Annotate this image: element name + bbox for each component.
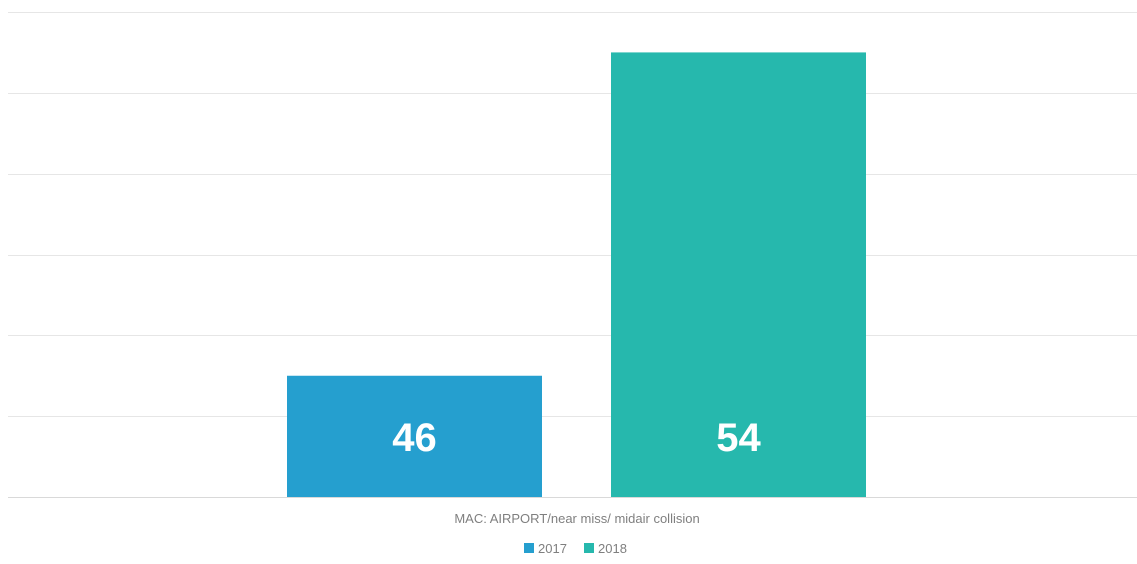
bars <box>287 52 866 498</box>
bar-2018 <box>611 52 866 498</box>
legend-swatch-2017 <box>524 543 534 553</box>
category-label: MAC: AIRPORT/near miss/ midair collision <box>454 511 699 526</box>
legend-label-2017: 2017 <box>538 541 567 556</box>
bar-value-label-2017: 46 <box>392 416 437 460</box>
legend-label-2018: 2018 <box>598 541 627 556</box>
gridlines <box>8 12 1137 498</box>
legend: 2017 2018 <box>524 541 627 556</box>
bar-value-labels: 46 54 <box>392 416 761 460</box>
legend-swatch-2018 <box>584 543 594 553</box>
bar-value-label-2018: 54 <box>716 416 761 460</box>
bar-2017 <box>287 375 542 497</box>
